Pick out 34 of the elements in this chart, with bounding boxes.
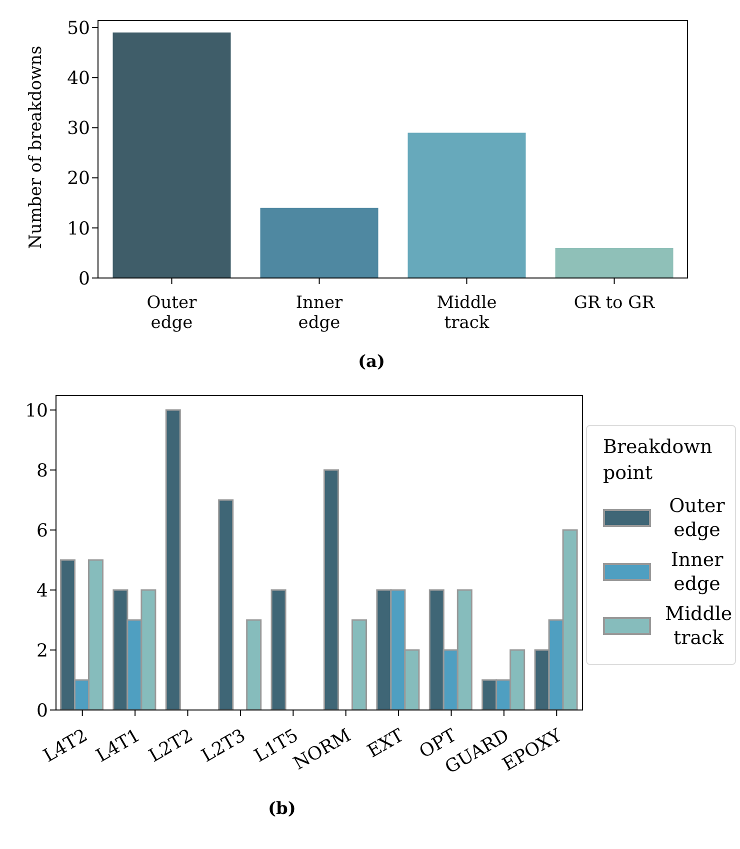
y-tick-label: 0 (36, 700, 48, 722)
bar (218, 499, 234, 710)
y-tick-label: 10 (67, 218, 90, 240)
y-tick-label: 8 (36, 460, 48, 482)
x-tick-label: EXT (364, 725, 408, 762)
legend-label: Outer edge (668, 494, 726, 542)
y-tick-label: 6 (36, 520, 48, 542)
bar (555, 248, 674, 278)
y-tick-label: 4 (36, 580, 48, 602)
y-axis-title: Number of breakdowns (26, 46, 46, 249)
x-tick-label: Middle track (436, 293, 497, 333)
y-tick-label: 40 (67, 68, 90, 89)
bar (112, 32, 231, 278)
x-tick-label: GR to GR (574, 293, 656, 313)
x-tick-label: Inner edge (296, 293, 344, 333)
y-tick-label: 10 (25, 400, 48, 422)
legend-label: Middle track (665, 602, 732, 650)
y-tick-label: 30 (67, 118, 90, 140)
text: (b) (268, 799, 296, 819)
bar (260, 208, 378, 278)
legend-title: Breakdown point (603, 435, 714, 486)
y-tick-label: 2 (36, 640, 48, 662)
bar (323, 469, 339, 710)
legend-label: Inner edge (670, 548, 724, 596)
bar (246, 619, 262, 710)
y-tick-label: 20 (67, 168, 90, 190)
bar (270, 589, 286, 710)
bar (165, 409, 181, 710)
bar (351, 619, 367, 710)
y-tick-label: 0 (78, 268, 90, 290)
y-tick-label: 50 (67, 18, 90, 39)
text: (a) (358, 352, 386, 372)
bar (408, 132, 526, 278)
x-tick-label: Outer edge (146, 293, 198, 333)
